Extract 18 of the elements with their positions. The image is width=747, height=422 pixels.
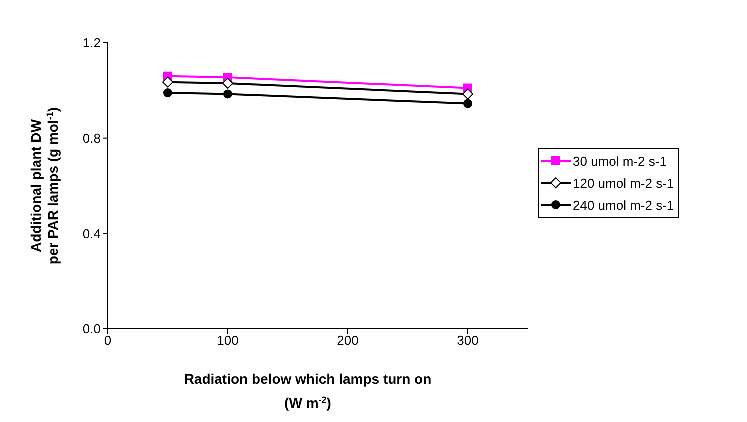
point <box>164 88 172 98</box>
point <box>462 88 474 100</box>
x-tick-label: 200 <box>337 333 359 348</box>
x-axis-title: Radiation below which lamps turn on (W m$^{-2}$) <box>184 371 432 411</box>
x-tick-label: 0 <box>104 333 112 348</box>
legend-label: 30 umol m-2 s-1 <box>573 154 667 168</box>
point <box>162 76 174 88</box>
point <box>464 99 472 108</box>
point <box>224 90 232 99</box>
y-tick-label: 1.2 <box>82 36 101 51</box>
y-tick-label: 0.8 <box>82 130 101 146</box>
x-tick-label: 100 <box>217 333 239 348</box>
point <box>222 78 234 90</box>
legend-label: 120 umol m-2 s-1 <box>573 176 674 190</box>
y-tick-label: 0.4 <box>82 226 101 242</box>
y-tick-label: 0.0 <box>82 322 101 337</box>
legend-label: 240 umol m-2 s-1 <box>573 198 674 212</box>
x-tick-label: 300 <box>457 333 479 348</box>
